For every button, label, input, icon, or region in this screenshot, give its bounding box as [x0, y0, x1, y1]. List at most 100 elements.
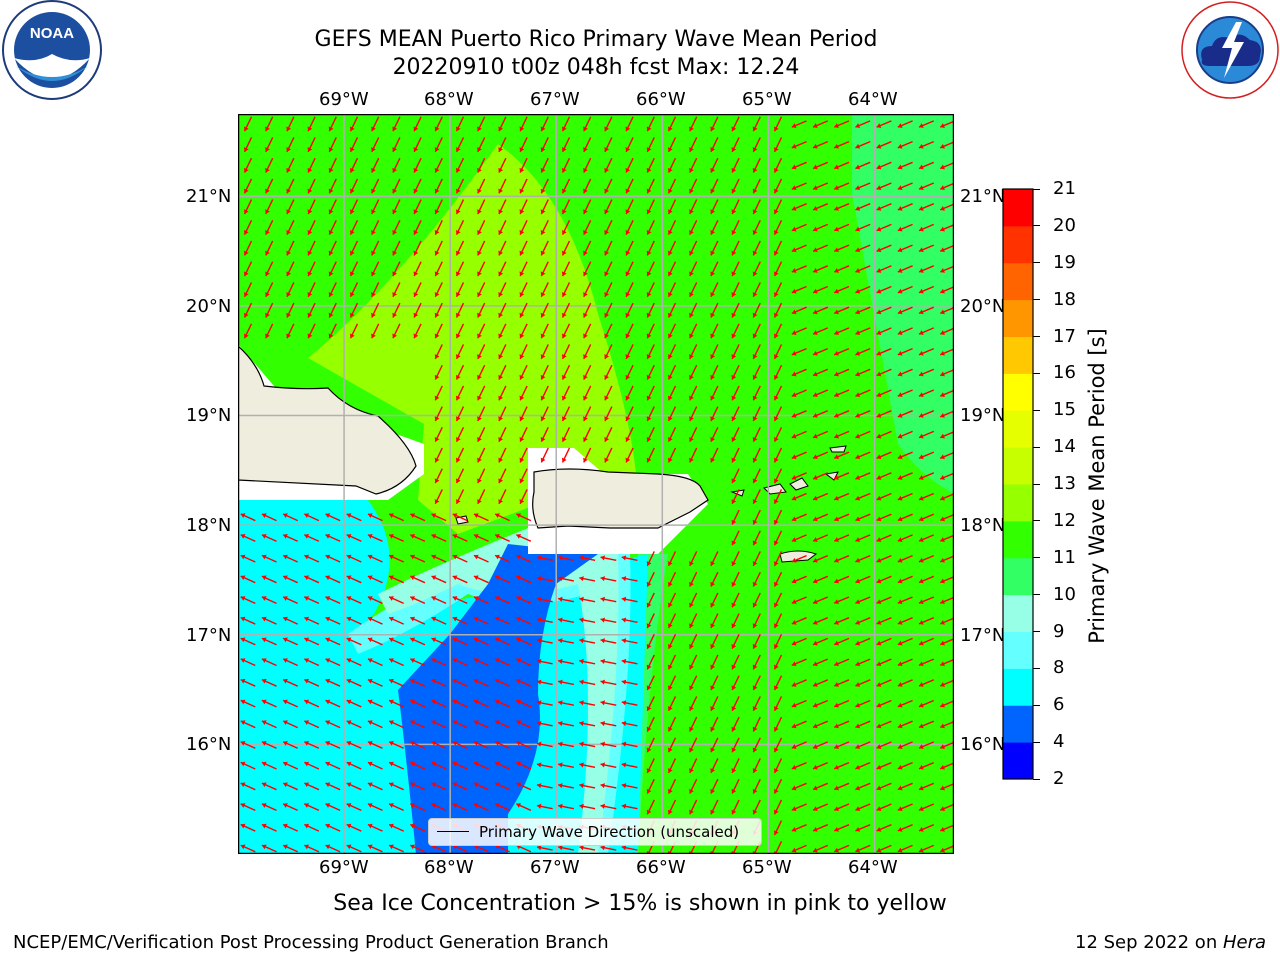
colorbar-tick-mark [1033, 446, 1040, 448]
wave-arrow-head [243, 250, 249, 256]
wave-arrow-head [667, 229, 673, 235]
wave-arrow-head [752, 747, 758, 753]
wave-arrow-head [940, 123, 945, 128]
wave-arrow-head [773, 250, 779, 256]
wave-arrow-head [516, 513, 522, 519]
wave-arrow-head [498, 436, 504, 442]
wave-arrow-head [897, 392, 903, 398]
wave-arrow-head [876, 702, 882, 708]
wave-arrow-head [834, 661, 839, 667]
wave-arrow-head [689, 457, 694, 463]
wave-arrow-head [897, 123, 903, 128]
wave-arrow-head [813, 247, 818, 253]
wave-arrow-head [710, 436, 716, 442]
colorbar-tick-label: 17 [1053, 325, 1076, 347]
wave-arrow-head [667, 436, 673, 442]
wave-arrow-head [413, 333, 419, 339]
wave-arrow-head [667, 312, 673, 318]
wave-arrow-head [349, 209, 355, 215]
colorbar-segment [1003, 631, 1033, 669]
wave-arrow-head [940, 454, 945, 460]
wave-arrow-head [876, 371, 882, 377]
wave-arrow-head [371, 209, 376, 215]
wave-arrow-head [561, 167, 567, 173]
wave-arrow-head [516, 637, 522, 643]
colorbar-tick-mark [1033, 299, 1040, 301]
wave-arrow-head [579, 596, 584, 602]
wave-arrow-head [710, 706, 716, 711]
wave-arrow-head [495, 596, 500, 601]
wave-arrow-head [261, 699, 267, 705]
wave-arrow-head [346, 803, 352, 808]
wave-arrow-head [389, 803, 394, 808]
wave-arrow-head [498, 271, 504, 277]
wave-arrow-head [265, 209, 270, 215]
wave-arrow-head [625, 416, 631, 422]
wave-arrow-head [791, 164, 797, 170]
wave-arrow-head [431, 699, 437, 705]
wave-arrow-head [625, 354, 631, 359]
wave-arrow-head [919, 599, 924, 605]
wave-arrow-head [855, 268, 861, 273]
wave-arrow-head [498, 167, 504, 173]
wave-arrow-head [477, 436, 482, 442]
wave-arrow-head [710, 167, 716, 173]
wave-arrow-head [813, 702, 818, 708]
wave-arrow-head [579, 617, 584, 623]
wave-arrow-head [328, 333, 334, 339]
wave-arrow-head [731, 395, 737, 401]
wave-arrow-head [897, 412, 903, 418]
wave-arrow-head [579, 783, 584, 789]
wave-arrow-head [389, 554, 394, 560]
wave-arrow-head [561, 292, 567, 297]
wave-arrow-head [834, 723, 839, 729]
wave-arrow-head [367, 616, 373, 622]
wave-arrow-head [919, 309, 924, 315]
wave-arrow-head [561, 354, 567, 359]
wave-arrow-head [689, 188, 694, 194]
wave-arrow-head [495, 720, 500, 726]
wave-arrow-head [346, 513, 352, 519]
wave-arrow-head [646, 209, 652, 215]
wave-arrow-head [646, 147, 652, 152]
wave-arrow-head [791, 475, 797, 480]
wave-arrow-head [731, 188, 737, 194]
wave-arrow-head [791, 371, 797, 377]
wave-arrow-head [540, 167, 546, 173]
wave-arrow-head [752, 602, 758, 608]
wave-arrow-head [919, 454, 924, 460]
wave-arrow-head [897, 806, 903, 812]
wave-arrow-head [731, 519, 737, 525]
wave-arrow-head [389, 616, 394, 622]
wave-arrow-head [940, 682, 945, 687]
wave-arrow-head [346, 782, 352, 788]
wave-arrow-head [349, 250, 355, 256]
wave-arrow-head [813, 330, 818, 335]
colorbar-tick-mark [1033, 262, 1040, 264]
wave-arrow-head [561, 436, 567, 442]
wave-arrow-head [431, 658, 437, 663]
wave-arrow-head [876, 682, 882, 687]
wave-arrow-head [240, 575, 246, 581]
wave-arrow-head [286, 333, 292, 339]
wave-arrow-head [558, 658, 563, 664]
wave-arrow-head [452, 596, 458, 601]
colorbar-segment [1003, 742, 1033, 780]
wave-arrow-head [413, 312, 419, 318]
sea-ice-note: Sea Ice Concentration > 15% is shown in … [333, 891, 947, 916]
colorbar-tick-label: 13 [1053, 473, 1076, 494]
wave-arrow-head [286, 312, 292, 318]
wave-arrow-head [495, 658, 500, 663]
wave-arrow-head [752, 271, 758, 277]
wave-arrow-head [773, 374, 779, 380]
wave-arrow-head [579, 741, 584, 747]
wave-arrow-head [498, 229, 504, 235]
wave-arrow-head [731, 747, 737, 753]
wave-arrow-head [346, 761, 352, 767]
wave-arrow-head [261, 637, 267, 643]
wave-arrow-head [897, 288, 903, 294]
legend-label: Primary Wave Direction (unscaled) [479, 823, 740, 841]
wave-arrow-head [919, 557, 924, 563]
wave-arrow-head [261, 533, 267, 539]
wave-arrow-head [325, 803, 331, 808]
